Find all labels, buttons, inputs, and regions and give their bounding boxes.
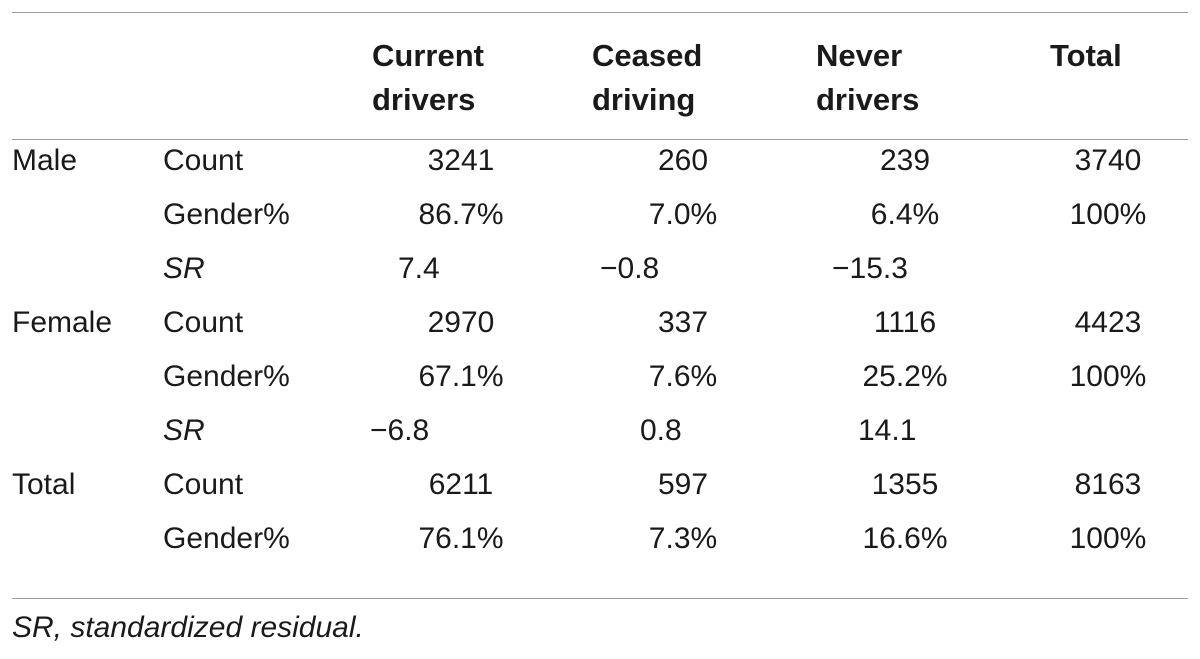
- header-stat: [150, 14, 350, 122]
- cell-never: 1355: [871, 468, 939, 501]
- table-row: Gender% 86.7% 7.0% 6.4% 100%: [0, 188, 1200, 242]
- cell-total: 100%: [1069, 522, 1147, 555]
- cell-ceased: 7.3%: [648, 522, 718, 555]
- row-group: [0, 242, 150, 296]
- cell-never: 6.4%: [870, 198, 940, 231]
- cell-current: 67.1%: [418, 360, 504, 393]
- header-never-line1: Never: [816, 38, 903, 73]
- row-group: Total: [12, 468, 76, 501]
- cell-total: [1016, 404, 1200, 458]
- row-stat: Count: [163, 144, 244, 177]
- table-row: SR −6.8 0.8 14.1: [0, 404, 1200, 458]
- cell-current: 7.4: [398, 252, 440, 285]
- row-stat: Gender%: [163, 198, 290, 231]
- table-row: Gender% 67.1% 7.6% 25.2% 100%: [0, 350, 1200, 404]
- cell-current: 76.1%: [418, 522, 504, 555]
- row-stat: Count: [163, 306, 244, 339]
- cell-total: [1016, 242, 1200, 296]
- row-group: [0, 188, 150, 242]
- table-row: Total Count 6211 597 1355 8163: [0, 458, 1200, 512]
- row-group: Female: [12, 306, 113, 339]
- cell-total: 8163: [1074, 468, 1142, 501]
- row-stat: SR: [163, 414, 205, 447]
- header-current-line1: Current: [372, 38, 484, 73]
- cell-ceased: −0.8: [600, 252, 660, 285]
- cell-total: 100%: [1069, 360, 1147, 393]
- top-rule: [12, 12, 1188, 13]
- table-row: SR 7.4 −0.8 −15.3: [0, 242, 1200, 296]
- header-current-drivers: Current drivers: [350, 14, 572, 122]
- row-stat: Count: [163, 468, 244, 501]
- cell-current: 2970: [427, 306, 495, 339]
- table-row: Male Count 3241 260 239 3740: [0, 134, 1200, 188]
- header-ceased-line1: Ceased: [592, 38, 703, 73]
- header-row: Current drivers Ceased driving Never dri…: [0, 14, 1200, 122]
- row-group: [0, 512, 150, 566]
- cell-never: −15.3: [832, 252, 908, 285]
- cell-never: 1116: [873, 306, 937, 339]
- cell-ceased: 7.0%: [648, 198, 718, 231]
- cell-current: 6211: [428, 468, 494, 501]
- cell-never: 16.6%: [862, 522, 948, 555]
- cell-ceased: 597: [657, 468, 709, 501]
- cell-current: 3241: [427, 144, 495, 177]
- cell-ceased: 0.8: [640, 414, 682, 447]
- header-current-line2: drivers: [372, 82, 476, 117]
- table-row: Female Count 2970 337 1116 4423: [0, 296, 1200, 350]
- row-group: [0, 350, 150, 404]
- driving-status-table: Current drivers Ceased driving Never dri…: [0, 14, 1200, 566]
- row-stat: SR: [163, 252, 205, 285]
- header-rule: [12, 139, 1188, 140]
- row-group: Male: [12, 144, 78, 177]
- cell-total: 100%: [1069, 198, 1147, 231]
- row-stat: Gender%: [163, 522, 290, 555]
- header-ceased-driving: Ceased driving: [572, 14, 794, 122]
- row-group: [0, 404, 150, 458]
- row-stat: Gender%: [163, 360, 290, 393]
- cell-never: 14.1: [858, 414, 917, 447]
- cell-current: −6.8: [370, 414, 430, 447]
- header-group: [0, 14, 150, 122]
- header-never-line2: drivers: [816, 82, 920, 117]
- cell-total: 3740: [1074, 144, 1142, 177]
- cell-ceased: 7.6%: [648, 360, 718, 393]
- table-footnote: SR, standardized residual.: [12, 611, 364, 644]
- cell-ceased: 337: [657, 306, 709, 339]
- cell-total: 4423: [1074, 306, 1142, 339]
- header-total: Total: [1050, 38, 1122, 73]
- header-ceased-line2: driving: [592, 82, 696, 117]
- header-never-drivers: Never drivers: [794, 14, 1016, 122]
- cell-ceased: 260: [657, 144, 709, 177]
- bottom-rule: [12, 598, 1188, 599]
- cell-current: 86.7%: [418, 198, 504, 231]
- table-row: Gender% 76.1% 7.3% 16.6% 100%: [0, 512, 1200, 566]
- cell-never: 239: [879, 144, 931, 177]
- cell-never: 25.2%: [862, 360, 948, 393]
